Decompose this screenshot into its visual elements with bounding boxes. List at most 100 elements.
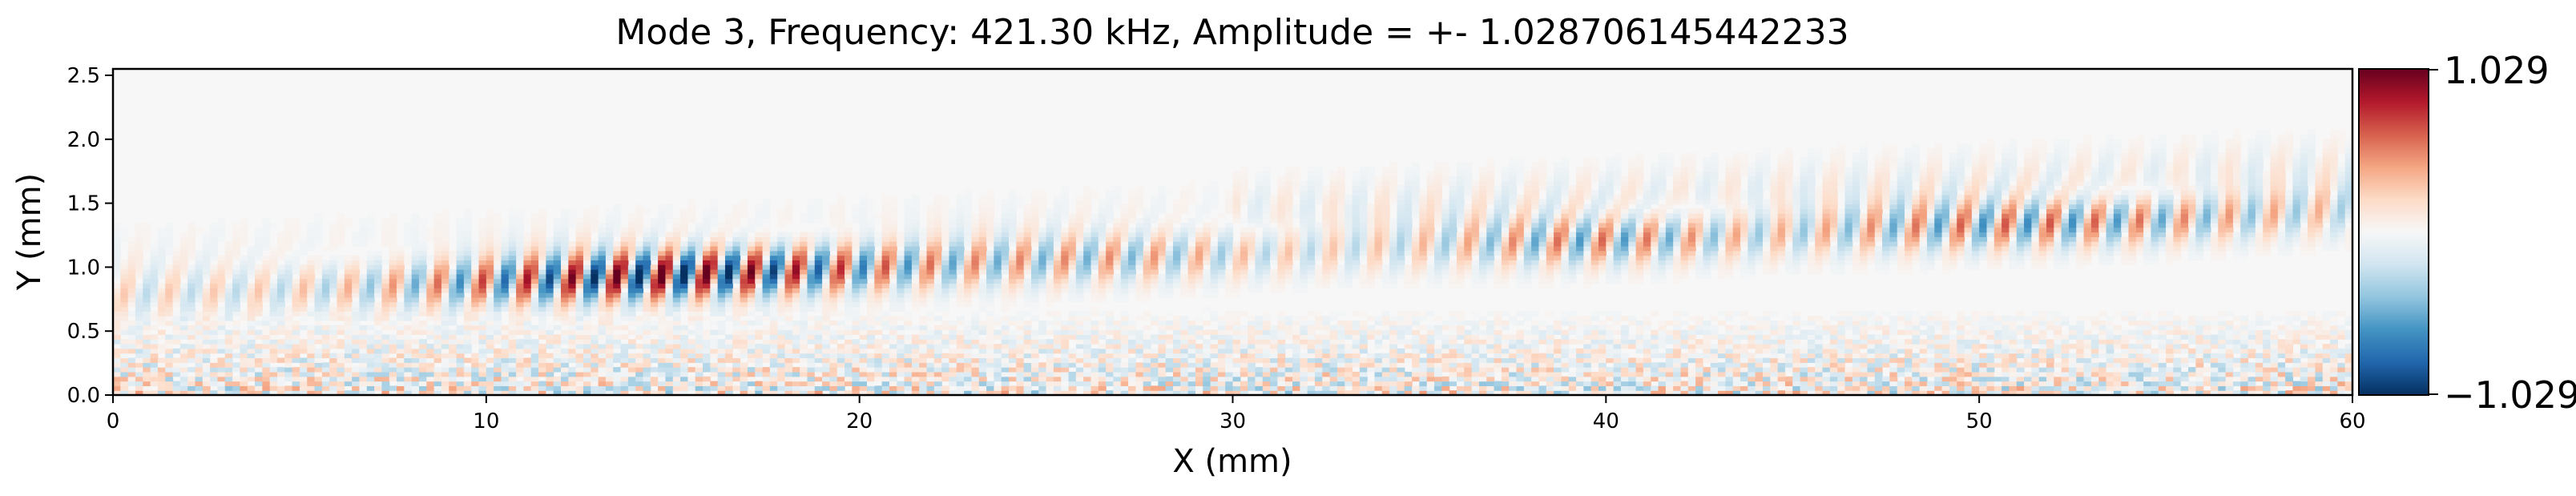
heatmap-cell <box>1001 348 1010 354</box>
heatmap-cell <box>1165 367 1174 373</box>
heatmap-cell <box>1673 376 1682 382</box>
heatmap-cell <box>284 353 293 359</box>
heatmap-cell <box>411 339 420 345</box>
heatmap-cell <box>605 371 614 377</box>
heatmap-cell <box>471 353 480 359</box>
heatmap-cell <box>1680 381 1689 386</box>
heatmap-cell <box>1061 367 1070 373</box>
heatmap-cell <box>1784 329 1793 336</box>
heatmap-cell <box>1180 357 1189 363</box>
heatmap-cell <box>449 381 458 386</box>
heatmap-cell <box>926 311 935 317</box>
heatmap-cell <box>956 348 965 354</box>
heatmap-cell <box>1725 357 1734 363</box>
heatmap-cell <box>650 325 659 331</box>
heatmap-cell <box>1926 344 1935 349</box>
heatmap-cell <box>299 357 308 363</box>
heatmap-cell <box>456 344 465 349</box>
heatmap-cell <box>1359 390 1368 395</box>
heatmap-cell <box>321 390 330 395</box>
heatmap-cell <box>1949 385 1957 391</box>
heatmap-cell <box>933 353 942 359</box>
heatmap-cell <box>1464 357 1473 363</box>
heatmap-cell <box>307 362 316 368</box>
heatmap-cell <box>1971 325 1980 331</box>
heatmap-cell <box>516 357 525 363</box>
heatmap-cell <box>210 329 219 336</box>
heatmap-cell <box>1120 381 1129 386</box>
heatmap-cell <box>314 353 323 359</box>
heatmap-cell <box>605 367 614 373</box>
heatmap-cell <box>1628 339 1637 345</box>
heatmap-cell <box>269 325 278 331</box>
heatmap-cell <box>2151 371 2159 377</box>
heatmap-cell <box>2344 362 2352 368</box>
heatmap-cell <box>1784 367 1793 373</box>
heatmap-cell <box>284 329 293 336</box>
heatmap-cell <box>2195 390 2204 395</box>
heatmap-cell <box>845 344 853 349</box>
heatmap-cell <box>1687 334 1696 340</box>
heatmap-cell <box>150 301 159 308</box>
heatmap-cell <box>1829 329 1838 336</box>
heatmap-cell <box>1225 344 1234 349</box>
heatmap-cell <box>210 348 219 354</box>
heatmap-cell <box>836 357 845 363</box>
heatmap-cell <box>1165 348 1174 354</box>
heatmap-cell <box>299 381 308 386</box>
heatmap-cell <box>1172 348 1181 354</box>
heatmap-cell <box>2330 390 2338 395</box>
heatmap-cell <box>897 301 905 308</box>
heatmap-cell <box>329 301 338 308</box>
heatmap-cell <box>2240 325 2249 331</box>
heatmap-cell <box>2247 367 2256 373</box>
heatmap-cell <box>964 390 973 395</box>
heatmap-cell <box>561 306 569 312</box>
heatmap-cell <box>1718 381 1726 386</box>
heatmap-cell <box>1867 316 1876 321</box>
heatmap-cell <box>530 311 539 317</box>
heatmap-cell <box>1434 367 1442 373</box>
heatmap-cell <box>2024 381 2032 386</box>
heatmap-cell <box>1135 371 1144 377</box>
heatmap-cell <box>1180 362 1189 368</box>
heatmap-cell <box>262 344 271 349</box>
heatmap-cell <box>1807 329 1816 336</box>
heatmap-cell <box>1800 367 1808 373</box>
heatmap-cell <box>1471 325 1480 331</box>
heatmap-cell <box>292 371 300 377</box>
heatmap-cell <box>546 371 554 377</box>
heatmap-cell <box>680 306 688 312</box>
heatmap-cell <box>1195 334 1203 340</box>
heatmap-cell <box>605 344 614 349</box>
heatmap-cell <box>2068 376 2077 382</box>
heatmap-cell <box>800 376 808 382</box>
heatmap-cell <box>135 385 143 391</box>
heatmap-cell <box>2337 311 2346 317</box>
heatmap-cell <box>1860 316 1869 321</box>
heatmap-cell <box>1322 390 1331 395</box>
heatmap-cell <box>933 329 942 336</box>
heatmap-cell <box>240 362 248 368</box>
heatmap-cell <box>1090 348 1099 354</box>
heatmap-cell <box>2195 320 2204 326</box>
heatmap-cell <box>471 316 480 321</box>
heatmap-cell <box>1165 339 1174 345</box>
heatmap-cell <box>650 344 659 349</box>
heatmap-cell <box>784 316 793 321</box>
heatmap-cell <box>150 344 159 349</box>
heatmap-cell <box>1046 329 1054 336</box>
heatmap-cell <box>546 306 554 312</box>
heatmap-cell <box>1068 316 1077 321</box>
heatmap-cell <box>598 362 607 368</box>
heatmap-cell <box>829 381 838 386</box>
heatmap-cell <box>2031 320 2040 326</box>
heatmap-cell <box>553 385 562 391</box>
heatmap-cell <box>2232 390 2241 395</box>
heatmap-cell <box>591 381 599 386</box>
heatmap-cell <box>1307 344 1316 349</box>
heatmap-cell <box>1554 329 1562 336</box>
heatmap-cell <box>627 348 636 354</box>
heatmap-cell <box>1068 311 1077 317</box>
heatmap-cell <box>724 339 733 345</box>
